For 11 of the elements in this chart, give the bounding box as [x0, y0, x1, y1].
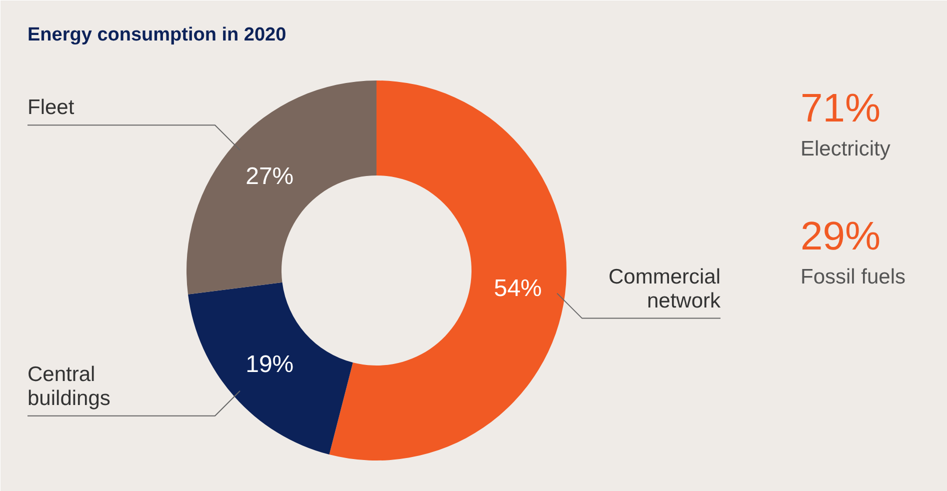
data-label: 19% — [246, 351, 294, 378]
data-label: 27% — [246, 162, 294, 190]
text: 71% — [800, 86, 881, 130]
slice-label: Central buildings — [28, 362, 110, 410]
text: Electricity — [800, 138, 891, 160]
slice-label: Fleet — [28, 96, 74, 120]
text: Fossil fuels — [800, 266, 906, 288]
chart-title: Energy consumption in 2020 — [28, 24, 286, 46]
text: 29% — [800, 214, 881, 258]
data-label: 54% — [494, 274, 542, 302]
slice-label: Commercial network — [608, 265, 721, 312]
